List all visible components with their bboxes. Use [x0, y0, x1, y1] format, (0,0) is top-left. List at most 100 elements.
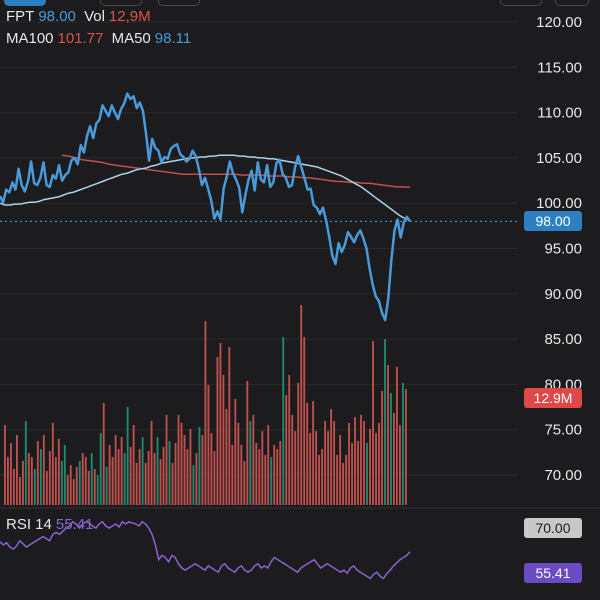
volume-bar — [402, 383, 404, 505]
volume-bar — [141, 437, 144, 505]
price-tick-label: 100.00 — [536, 195, 582, 212]
volume-bar — [285, 395, 288, 505]
volume-bar — [60, 461, 63, 505]
volume-bar — [369, 429, 371, 505]
volume-bar — [4, 425, 6, 505]
volume-label: Vol — [84, 8, 105, 25]
volume-bar — [405, 389, 407, 505]
volume-bar — [129, 447, 132, 505]
timeframe-button-3[interactable] — [158, 0, 200, 6]
volume-bar — [363, 421, 365, 505]
volume-bar — [399, 425, 401, 505]
volume-bar — [123, 453, 126, 505]
volume-bar — [381, 391, 383, 505]
price-tick-label: 85.00 — [544, 331, 582, 348]
volume-bar — [10, 443, 12, 505]
volume-bar — [375, 433, 377, 505]
volume-bar — [99, 433, 102, 505]
price-tick-label: 110.00 — [537, 105, 582, 122]
volume-bar — [171, 463, 174, 505]
volume-bar — [297, 383, 300, 505]
volume-bar — [42, 435, 45, 505]
volume-bar — [180, 423, 183, 505]
volume-bar — [240, 445, 243, 505]
ma100-value: 101.77 — [57, 30, 104, 47]
ma50-label: MA50 — [111, 30, 151, 47]
volume-bar — [249, 421, 252, 505]
volume-value: 12,9M — [108, 8, 151, 25]
volume-bar — [93, 469, 96, 505]
volume-bar — [396, 367, 398, 505]
volume-bar — [210, 433, 213, 505]
ma50-value: 98.11 — [154, 30, 192, 47]
volume-bar — [261, 431, 264, 505]
volume-bar — [57, 439, 60, 505]
volume-bar — [39, 449, 42, 505]
volume-bar — [255, 443, 258, 505]
ma-legend: MA100 101.77 MA50 98.11 — [6, 30, 195, 47]
volume-bar — [306, 403, 309, 505]
volume-bar — [147, 451, 150, 505]
volume-bar — [366, 443, 368, 505]
volume-bar — [312, 401, 315, 505]
volume-bar — [321, 449, 324, 505]
price-tick-label: 75.00 — [544, 422, 582, 439]
price-tick-label: 90.00 — [544, 286, 582, 303]
volume-bar — [177, 415, 180, 505]
volume-bar — [195, 453, 198, 505]
settings-button[interactable] — [500, 0, 542, 6]
volume-bar — [19, 477, 21, 505]
volume-bar — [315, 431, 318, 505]
volume-bar — [159, 459, 162, 505]
volume-bar — [144, 463, 147, 505]
volume-bar — [288, 375, 291, 505]
volume-bar — [7, 457, 9, 505]
volume-bar — [324, 421, 327, 505]
volume-bar — [252, 415, 255, 505]
volume-bar — [216, 357, 219, 505]
volume-bar — [282, 337, 285, 505]
volume-bar — [117, 449, 120, 505]
volume-bar — [108, 445, 111, 505]
volume-bar — [219, 343, 222, 505]
volume-bar — [96, 475, 99, 505]
rsi-label: RSI 14 — [6, 516, 52, 533]
volume-bar — [114, 435, 117, 505]
volume-bar — [69, 465, 72, 505]
price-tick-label: 120.00 — [536, 14, 582, 31]
volume-bar — [48, 451, 51, 505]
volume-bar — [294, 431, 297, 505]
volume-bar — [393, 413, 395, 505]
price-axis: 120.00 115.00 110.00 105.00 100.00 95.00 90.00… — [536, 14, 582, 484]
volume-bar — [273, 445, 276, 505]
volume-bar — [201, 435, 204, 505]
volume-bar — [36, 441, 39, 505]
volume-bar — [357, 441, 359, 505]
volume-bar — [327, 431, 330, 505]
volume-bar — [237, 423, 240, 505]
volume-bar — [22, 461, 24, 505]
volume-bar — [24, 421, 27, 505]
volume-bar — [258, 449, 261, 505]
timeframe-button-2[interactable] — [100, 0, 142, 6]
volume-bar — [222, 375, 225, 505]
volume-bar — [120, 437, 123, 505]
volume-bar — [234, 399, 237, 505]
timeframe-button-1[interactable] — [4, 0, 46, 6]
volume-bar — [390, 393, 392, 505]
volume-bar — [318, 455, 321, 505]
volume-bar — [75, 467, 78, 505]
volume-bar — [186, 449, 189, 505]
fullscreen-button[interactable] — [555, 0, 589, 6]
volume-bar — [225, 409, 228, 505]
volume-bar — [360, 415, 362, 505]
volume-bar — [156, 437, 159, 505]
volume-bar — [243, 461, 246, 505]
volume-bar — [27, 453, 30, 505]
price-tick-label: 70.00 — [544, 467, 582, 484]
volume-bar — [246, 381, 249, 505]
volume-bar — [72, 479, 75, 505]
volume-bar — [87, 471, 90, 505]
volume-bar — [354, 417, 356, 505]
